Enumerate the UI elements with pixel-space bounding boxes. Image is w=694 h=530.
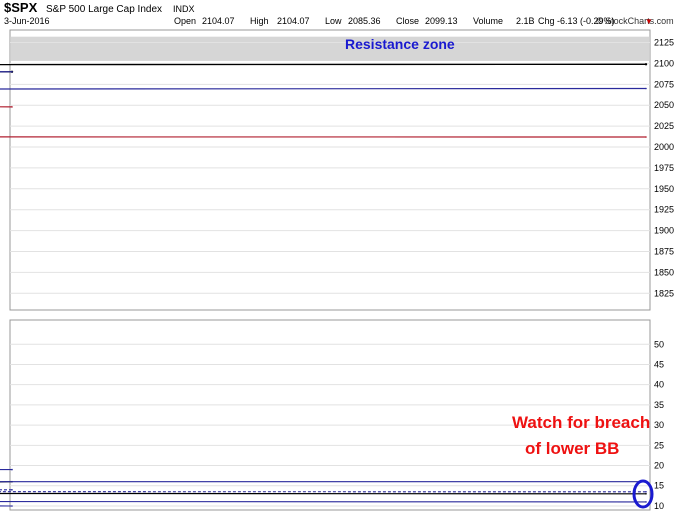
chg-value: -6.13 (-0.29%) bbox=[557, 16, 615, 26]
lower-series bbox=[0, 468, 647, 507]
price-y-tick-label: 1875 bbox=[654, 246, 674, 256]
lower-y-tick-label: 45 bbox=[654, 359, 664, 369]
annotation-line-2: of lower BB bbox=[525, 439, 619, 458]
price-y-tick-label: 1850 bbox=[654, 267, 674, 277]
lower-y-tick-label: 40 bbox=[654, 380, 664, 390]
chg-down-marker: ▼ bbox=[645, 17, 653, 26]
price-y-tick-label: 2125 bbox=[654, 38, 674, 48]
lower-y-tick-label: 10 bbox=[654, 501, 664, 511]
vix-line-point bbox=[645, 493, 647, 495]
lower-y-tick-label: 25 bbox=[654, 440, 664, 450]
volume-value: 2.1B bbox=[516, 16, 535, 26]
exchange-text: INDX bbox=[173, 4, 195, 14]
symbol-text: $SPX bbox=[4, 0, 38, 15]
index-name-text: S&P 500 Large Cap Index bbox=[46, 4, 162, 15]
lower-y-tick-label: 35 bbox=[654, 400, 664, 410]
price-gridlines bbox=[10, 42, 650, 294]
lower-y-axis: 10 15 20 25 30 35 40 45 50 bbox=[654, 339, 664, 511]
lower-y-tick-label: 30 bbox=[654, 420, 664, 430]
price-y-tick-label: 2000 bbox=[654, 142, 674, 152]
high-label: High bbox=[250, 16, 269, 26]
price-y-tick-label: 2050 bbox=[654, 100, 674, 110]
lower-panel: 10 15 20 25 30 35 40 45 50 JulAugSepOctNovDec201… bbox=[0, 319, 694, 524]
watermark-text: © StockCharts.com bbox=[596, 16, 674, 26]
high-value: 2104.07 bbox=[277, 16, 310, 26]
lower-y-tick-label: 20 bbox=[654, 461, 664, 471]
ma50-line-point bbox=[11, 71, 13, 73]
low-value: 2085.36 bbox=[348, 16, 381, 26]
price-panel-frame bbox=[9, 29, 651, 311]
breach-highlight-circle bbox=[632, 479, 654, 509]
close-label: Close bbox=[396, 16, 419, 26]
ma50-line-point bbox=[645, 87, 647, 90]
annotation-line-1: Watch for breach bbox=[512, 413, 650, 432]
price-y-tick-label: 1900 bbox=[654, 226, 674, 236]
lower-panel-frame bbox=[9, 319, 651, 511]
upper-band-line-point bbox=[11, 468, 13, 471]
lower-band-line-point bbox=[11, 505, 13, 507]
lower-band-line-point bbox=[645, 501, 647, 503]
resistance-zone-label: Resistance zone bbox=[345, 36, 455, 52]
price-series bbox=[0, 63, 648, 138]
ma200-line-point bbox=[645, 136, 647, 138]
price-y-tick-label: 2100 bbox=[654, 58, 674, 68]
price-panel: 1825 1850 1875 1900 1925 1950 1975 2000 2025 2050… bbox=[0, 29, 674, 311]
chg-label: Chg bbox=[538, 16, 555, 26]
lower-x-axis: JulAugSepOctNovDec2016FebMarAprMayJun bbox=[0, 514, 694, 524]
close-value: 2099.13 bbox=[425, 16, 458, 26]
low-label: Low bbox=[325, 16, 342, 26]
ma200-line-point bbox=[11, 106, 13, 108]
middle-band-line-point bbox=[11, 489, 13, 491]
price-y-tick-label: 2075 bbox=[654, 79, 674, 89]
date-text: 3-Jun-2016 bbox=[4, 16, 50, 26]
resistance-zone-band bbox=[10, 36, 650, 61]
price-y-tick-label: 1925 bbox=[654, 205, 674, 215]
price-y-axis: 1825 1850 1875 1900 1925 1950 1975 2000 2025 2050… bbox=[654, 38, 674, 299]
ohlc-readout: Open 2104.07 High 2104.07 Low 2085.36 Cl… bbox=[174, 16, 653, 26]
open-label: Open bbox=[174, 16, 196, 26]
price-y-tick-label: 1975 bbox=[654, 163, 674, 173]
middle-band-line-point bbox=[645, 491, 647, 493]
price-y-tick-label: 1950 bbox=[654, 184, 674, 194]
lower-y-tick-label: 15 bbox=[654, 481, 664, 491]
lower-gridlines bbox=[10, 343, 650, 507]
price-y-tick-label: 1825 bbox=[654, 288, 674, 298]
volume-label: Volume bbox=[473, 16, 503, 26]
lower-y-tick-label: 50 bbox=[654, 339, 664, 349]
open-value: 2104.07 bbox=[202, 16, 235, 26]
price-y-tick-label: 2025 bbox=[654, 121, 674, 131]
price-line-point bbox=[644, 63, 648, 66]
